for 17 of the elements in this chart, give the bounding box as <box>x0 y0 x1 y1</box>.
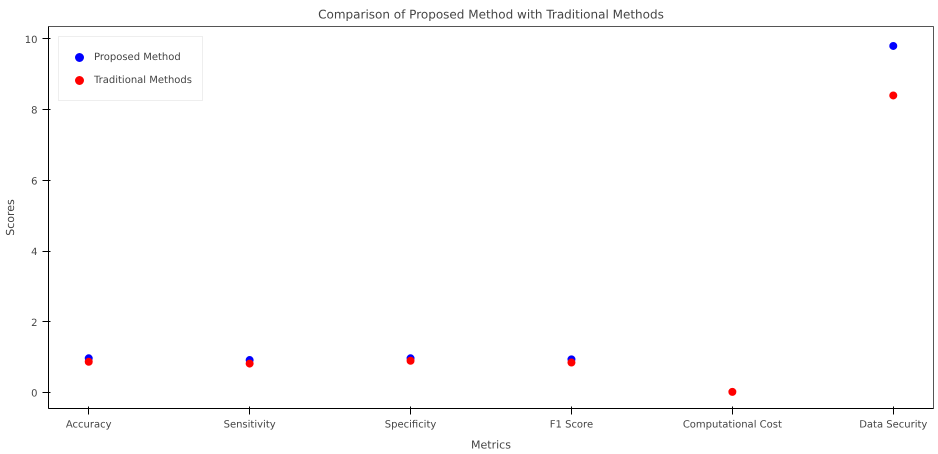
x-tick-label: Data Security <box>859 420 928 430</box>
x-tick-label: Specificity <box>384 420 436 430</box>
x-tick-label: Accuracy <box>66 420 112 430</box>
y-tick-label: 10 <box>24 34 38 46</box>
y-tick-label: 6 <box>31 176 38 188</box>
y-tick-label: 8 <box>31 106 38 117</box>
y-tick-label: 4 <box>31 247 38 258</box>
chart-title: Comparison of Proposed Method with Traditional Methods <box>318 8 664 22</box>
x-tick-label: Computational Cost <box>682 420 782 430</box>
y-tick-label: 2 <box>31 318 38 329</box>
y-tick-label: 0 <box>31 388 38 400</box>
x-tick-label: Sensitivity <box>224 420 276 430</box>
legend-label: Traditional Methods <box>94 74 192 86</box>
y-axis-title: Scores <box>4 198 17 236</box>
x-axis-title: Metrics <box>471 438 512 452</box>
legend-label: Proposed Method <box>94 52 181 62</box>
x-tick-label: F1 Score <box>550 420 594 430</box>
